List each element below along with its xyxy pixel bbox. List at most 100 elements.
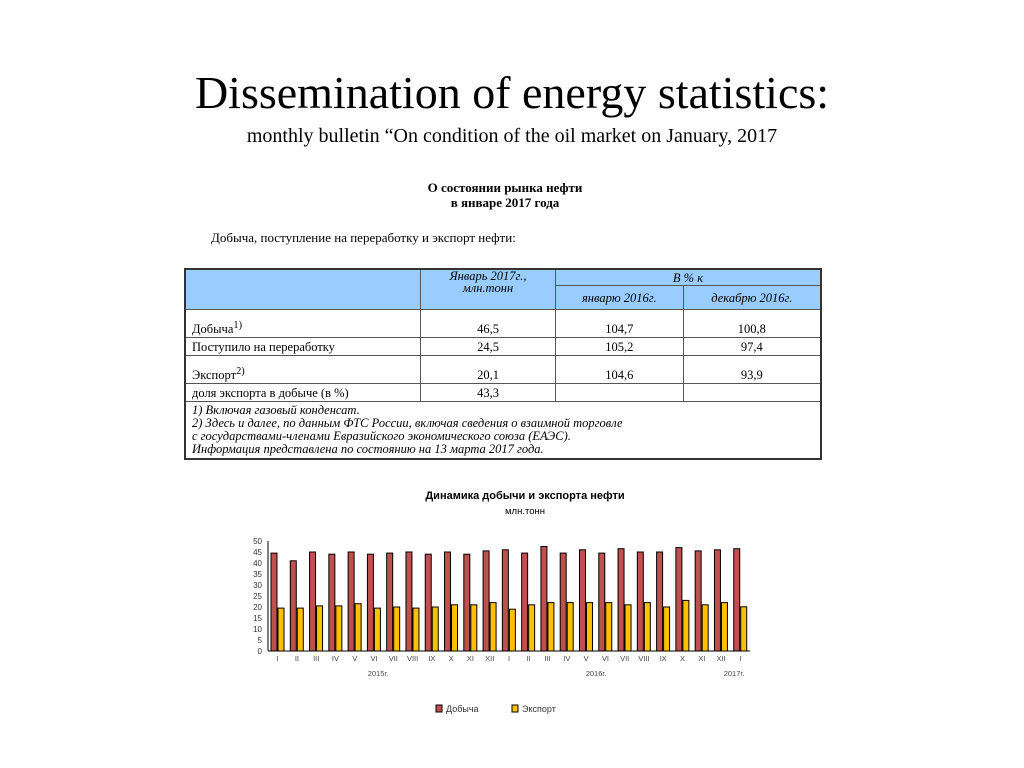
bar-production bbox=[444, 551, 452, 652]
bar-export bbox=[431, 606, 439, 652]
bar-export bbox=[508, 608, 516, 652]
bar-export bbox=[489, 602, 497, 652]
bar-export bbox=[528, 604, 536, 652]
table-row: Поступило на переработку 24,5 105,2 97,4 bbox=[184, 336, 822, 357]
cell-v1: 43,3 bbox=[420, 383, 556, 403]
bar-production bbox=[694, 550, 702, 652]
title-line-2: в январе 2017 года bbox=[450, 195, 560, 210]
note: Информация представлена по состоянию на … bbox=[192, 442, 544, 457]
cell-v2: 104,7 bbox=[555, 309, 684, 338]
bar-export bbox=[451, 604, 459, 652]
bar-production bbox=[656, 551, 664, 652]
y-tick-label: 5 bbox=[258, 636, 263, 645]
x-tick-label: V bbox=[584, 654, 589, 663]
bar-export bbox=[296, 607, 304, 652]
bar-export bbox=[585, 602, 593, 652]
bar-production bbox=[386, 552, 394, 652]
cell-v1: 24,5 bbox=[420, 336, 556, 357]
y-tick-label: 15 bbox=[253, 614, 262, 623]
x-tick-label: IV bbox=[563, 654, 570, 663]
bar-export bbox=[547, 602, 555, 652]
bar-production bbox=[733, 548, 741, 652]
bar-production bbox=[309, 551, 317, 652]
legend-swatch bbox=[511, 704, 519, 713]
cell-v3: 97,4 bbox=[682, 336, 822, 357]
x-tick-label: I bbox=[508, 654, 510, 663]
slide-subtitle: monthly bulletin “On condition of the oi… bbox=[246, 125, 778, 147]
x-tick-label: IX bbox=[660, 654, 667, 663]
bar-production bbox=[347, 551, 355, 652]
chart-title: Динамика добычи и экспорта нефти bbox=[425, 490, 625, 502]
note: 1) Включая газовый конденсат. bbox=[192, 403, 360, 418]
x-tick-label: VIII bbox=[407, 654, 418, 663]
bar-production bbox=[675, 547, 683, 652]
year-label: 2017г. bbox=[724, 669, 745, 678]
table-caption: Добыча, поступление на переработку и экс… bbox=[211, 230, 516, 245]
header-empty bbox=[184, 268, 421, 310]
header-group: В % к bbox=[555, 268, 822, 286]
bar-production bbox=[713, 549, 721, 652]
y-tick-label: 30 bbox=[253, 581, 262, 590]
bar-export bbox=[624, 604, 632, 652]
x-tick-label: X bbox=[449, 654, 454, 663]
x-tick-label: IV bbox=[332, 654, 339, 663]
x-tick-label: VI bbox=[370, 654, 377, 663]
y-tick-label: 35 bbox=[253, 570, 262, 579]
y-tick-label: 10 bbox=[253, 625, 262, 634]
slide-title: Dissemination of energy statistics: bbox=[194, 67, 830, 118]
x-tick-label: II bbox=[295, 654, 299, 663]
x-tick-label: VII bbox=[389, 654, 398, 663]
x-tick-label: III bbox=[544, 654, 550, 663]
legend-label: Добыча bbox=[446, 704, 479, 714]
cell-v1: 20,1 bbox=[420, 355, 556, 385]
bar-export bbox=[643, 602, 651, 652]
bar-export bbox=[701, 604, 709, 652]
oil-table: Январь 2017г., млн.тонн В % к январю 2016… bbox=[184, 268, 822, 461]
bar-production bbox=[463, 553, 471, 652]
x-tick-label: XI bbox=[467, 654, 474, 663]
bar-production bbox=[559, 552, 567, 652]
x-tick-label: IX bbox=[428, 654, 435, 663]
row-label: Поступило на переработку bbox=[184, 336, 421, 357]
row-label: Экспорт2) bbox=[184, 355, 421, 385]
note: 2) Здесь и далее, по данным ФТС России, … bbox=[192, 416, 623, 431]
row-label: доля экспорта в добыче (в %) bbox=[184, 383, 421, 403]
bar-production bbox=[328, 553, 336, 652]
header-col3: декабрю 2016г. bbox=[682, 285, 822, 310]
bar-production bbox=[521, 552, 529, 652]
bar-production bbox=[270, 552, 278, 652]
x-tick-label: VII bbox=[620, 654, 629, 663]
bar-production bbox=[617, 548, 625, 652]
cell-v3: 93,9 bbox=[682, 355, 822, 385]
bar-export bbox=[335, 605, 343, 652]
chart-unit: млн.тонн bbox=[505, 506, 545, 517]
y-tick-label: 45 bbox=[253, 548, 262, 557]
bar-export bbox=[740, 606, 748, 652]
x-tick-label: XI bbox=[698, 654, 705, 663]
title-line-1: О состоянии рынка нефти bbox=[427, 180, 583, 195]
year-label: 2016г. bbox=[586, 669, 607, 678]
bar-export bbox=[354, 603, 362, 652]
table-row: доля экспорта в добыче (в %) 43,3 bbox=[184, 383, 822, 403]
x-tick-label: XII bbox=[716, 654, 725, 663]
table-row: Добыча1) 46,5 104,7 100,8 bbox=[184, 309, 822, 338]
bar-export bbox=[720, 602, 728, 652]
x-tick-label: II bbox=[526, 654, 530, 663]
bar-production bbox=[636, 551, 644, 652]
bar-export bbox=[605, 602, 613, 652]
bar-production bbox=[424, 553, 432, 652]
bar-production bbox=[289, 560, 297, 652]
x-tick-label: VIII bbox=[638, 654, 649, 663]
x-tick-label: III bbox=[313, 654, 319, 663]
bar-production bbox=[366, 553, 374, 652]
bar-production bbox=[578, 549, 586, 652]
document-title: О состоянии рынка нефти в январе 2017 год… bbox=[180, 180, 830, 210]
x-tick-label: XII bbox=[485, 654, 494, 663]
x-tick-label: I bbox=[739, 654, 741, 663]
y-tick-label: 25 bbox=[253, 592, 262, 601]
header-col1: Январь 2017г., млн.тонн bbox=[420, 268, 556, 310]
x-tick-label: X bbox=[680, 654, 685, 663]
bar-export bbox=[412, 607, 420, 652]
bar-export bbox=[566, 602, 574, 652]
